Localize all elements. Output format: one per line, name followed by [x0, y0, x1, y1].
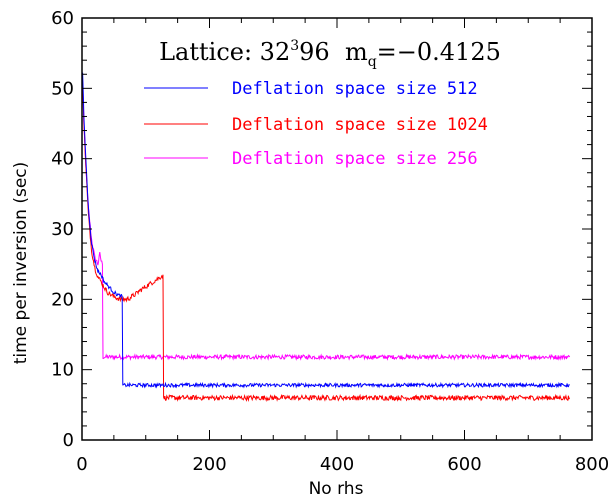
- labels-layer: 0 200 400 600 800 0 10 20 30 40 50 60: [51, 8, 609, 475]
- y-tick-label: 60: [51, 8, 74, 29]
- y-tick-label: 0: [63, 430, 74, 451]
- axes-layer: [81, 17, 593, 441]
- chart-title: Lattice: 32396 mq=−0.4125: [159, 38, 501, 70]
- title-suffix: =−0.4125: [377, 38, 501, 66]
- y-tick-label: 20: [51, 289, 74, 310]
- x-tick-label: 800: [575, 454, 609, 475]
- title-sub: q: [368, 54, 377, 70]
- y-tick-label: 10: [51, 360, 74, 381]
- x-tick-label: 400: [320, 454, 354, 475]
- x-axis-title: No rhs: [309, 479, 364, 498]
- y-axis-title: time per inversion (sec): [11, 162, 31, 365]
- y-tick-label: 50: [51, 78, 74, 99]
- title-prefix: Lattice: 32: [159, 38, 290, 66]
- y-tick-label: 40: [51, 149, 74, 170]
- legend-label-3: Deflation space size 256: [232, 149, 478, 169]
- x-tick-label: 200: [192, 454, 226, 475]
- legend-label-1: Deflation space size 512: [232, 79, 478, 99]
- series-layer: [82, 72, 571, 402]
- x-tick-label: 600: [447, 454, 481, 475]
- legend-label-2: Deflation space size 1024: [232, 115, 488, 135]
- legend: Deflation space size 512 Deflation space …: [144, 79, 488, 169]
- series-line-2: [82, 83, 571, 402]
- title-mid: 96 m: [299, 38, 368, 66]
- title-sup: 3: [290, 38, 299, 54]
- series-line-1: [82, 72, 570, 389]
- x-tick-label: 0: [76, 454, 87, 475]
- y-tick-label: 30: [51, 219, 74, 240]
